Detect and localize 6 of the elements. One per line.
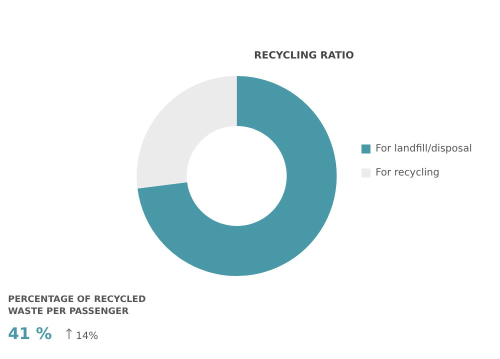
legend-label: For landfill/disposal	[375, 144, 472, 155]
text: 14%	[76, 331, 98, 342]
legend-label: For recycling	[375, 168, 440, 179]
text: PERCENTAGE OF RECYCLED WASTE PER PASSENGER	[8, 294, 147, 318]
text: 41 %	[8, 324, 52, 343]
chart-title: RECYCLING RATIO	[254, 50, 354, 62]
